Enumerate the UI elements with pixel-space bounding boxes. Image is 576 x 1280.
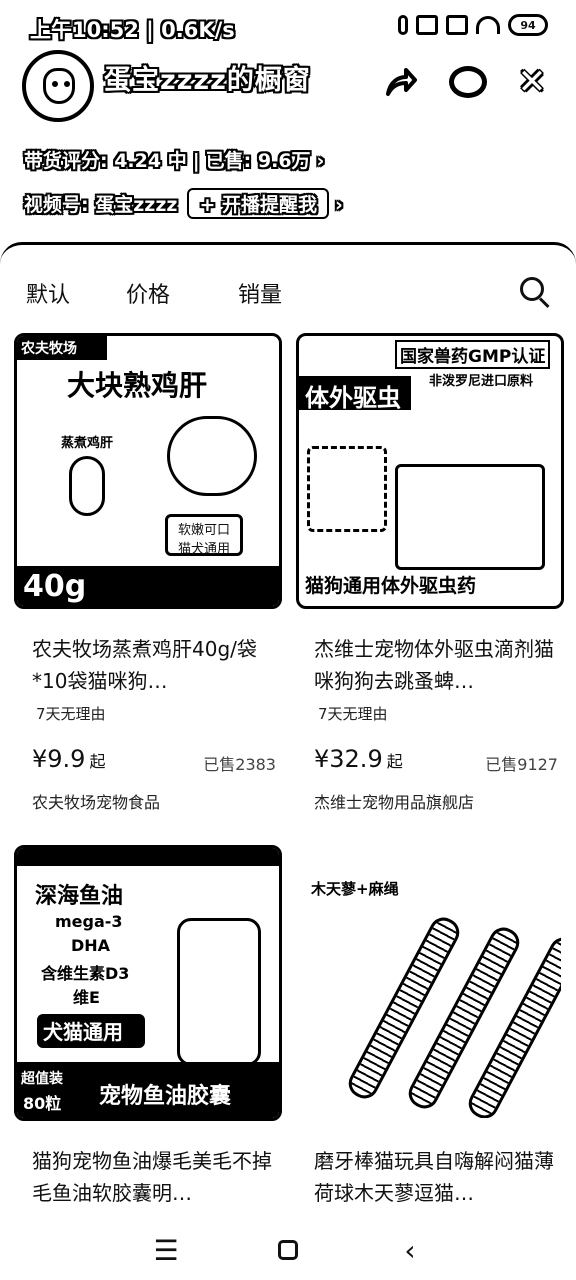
product-sold: 已售2383 — [203, 755, 276, 774]
image-title: 木天蓼+麻绳 — [311, 880, 399, 898]
signal-icon — [416, 15, 438, 35]
image-banner — [17, 848, 279, 866]
tab-price[interactable]: 价格 — [126, 283, 171, 308]
image-line2: DHA — [71, 936, 111, 955]
chat-icon — [449, 66, 487, 98]
product-card[interactable]: 木天蓼+麻绳 磨牙棒猫玩具自嗨解闷猫薄荷球木天蓼逗猫… — [296, 845, 564, 1205]
image-line1: mega-3 — [55, 912, 123, 931]
share-icon — [386, 68, 417, 96]
image-bottom-band — [17, 1062, 279, 1118]
chat-button[interactable] — [446, 60, 490, 104]
back-button[interactable]: ‹ — [390, 1230, 430, 1270]
status-time: 上午10:52 | 0.6K/s — [30, 18, 235, 42]
chevron-right-icon[interactable]: › — [335, 194, 343, 216]
product-card[interactable]: 农夫牧场 大块熟鸡肝 蒸煮鸡肝 软嫩可口 猫犬通用 40g 农夫牧场蒸煮鸡肝40… — [14, 333, 282, 823]
image-title: 深海鱼油 — [35, 884, 124, 909]
avatar-eye-right — [64, 81, 70, 87]
search-ring — [520, 277, 544, 301]
search-handle — [538, 297, 550, 309]
image-title: 体外驱虫 — [305, 384, 401, 412]
share-button[interactable] — [378, 60, 422, 104]
tab-sales[interactable]: 销量 — [238, 283, 283, 308]
image-banner-text: 国家兽药GMP认证 — [395, 340, 551, 369]
product-store[interactable]: 农夫牧场宠物食品 — [32, 793, 161, 812]
image-bottom-band — [17, 566, 279, 606]
channel-line: 视频号: 蛋宝zzzz + 开播提醒我 › — [24, 188, 343, 219]
product-price: ¥9.9 起 — [32, 745, 105, 773]
battery-icon: 94 — [508, 14, 548, 36]
product-image[interactable]: 农夫牧场 大块熟鸡肝 蒸煮鸡肝 软嫩可口 猫犬通用 40g — [14, 333, 282, 609]
image-title: 大块熟鸡肝 — [67, 369, 208, 402]
product-title[interactable]: 猫狗宠物鱼油爆毛美毛不掉毛鱼油软胶囊明… — [32, 1149, 272, 1205]
image-line4: 维E — [73, 988, 100, 1007]
home-button[interactable] — [268, 1230, 308, 1270]
image-feature-list — [307, 446, 387, 532]
close-icon: ✕ — [517, 62, 547, 102]
channel-name[interactable]: 视频号: 蛋宝zzzz — [24, 194, 178, 216]
image-pack-label: 蒸煮鸡肝 — [61, 436, 114, 451]
image-badge: 犬猫通用 — [43, 1020, 123, 1044]
image-banner-text: 农夫牧场 — [21, 341, 77, 357]
product-price: ¥32.9 起 — [314, 745, 403, 773]
live-remind-button[interactable]: + 开播提醒我 — [187, 188, 329, 219]
wifi-icon — [476, 16, 500, 34]
product-panel: 默认 价格 销量 农夫牧场 大块熟鸡肝 蒸煮鸡肝 软嫩可口 猫犬通用 40g 农… — [0, 242, 576, 1280]
status-bar: 上午10:52 | 0.6K/s 94 — [0, 8, 576, 44]
product-image[interactable]: 深海鱼油 mega-3 DHA 含维生素D3 维E 犬猫通用 超值装 80粒 宠… — [14, 845, 282, 1121]
menu-icon: ☰ — [153, 1233, 179, 1267]
product-title[interactable]: 农夫牧场蒸煮鸡肝40g/袋*10袋猫咪狗… — [32, 637, 257, 693]
price-suffix: 起 — [89, 752, 106, 771]
avatar[interactable] — [22, 50, 94, 122]
store-header: 上午10:52 | 0.6K/s 94 蛋宝zzzz的橱窗 ✕ 带货评分: — [0, 0, 576, 250]
sort-bar: 默认 价格 销量 — [0, 269, 576, 319]
close-button[interactable]: ✕ — [510, 60, 554, 104]
rating-line[interactable]: 带货评分: 4.24 中 | 已售: 9.6万 › — [24, 146, 324, 173]
bluetooth-icon — [398, 15, 408, 35]
search-icon[interactable] — [520, 277, 550, 309]
shop-row: 蛋宝zzzz的橱窗 ✕ — [22, 50, 554, 122]
separator: | — [192, 150, 200, 172]
image-count: 80粒 — [23, 1094, 62, 1113]
image-badge: 软嫩可口 猫犬通用 — [165, 514, 243, 557]
image-badge-bg — [37, 1014, 145, 1048]
product-sold: 已售9127 — [485, 755, 558, 774]
price-value: ¥9.9 — [32, 745, 86, 773]
back-icon: ‹ — [404, 1233, 416, 1267]
product-card[interactable]: 深海鱼油 mega-3 DHA 含维生素D3 维E 犬猫通用 超值装 80粒 宠… — [14, 845, 282, 1205]
avatar-eye-left — [52, 81, 58, 87]
image-bottom-text: 猫狗通用体外驱虫药 — [305, 575, 477, 597]
sold-total: 已售: 9.6万 — [205, 150, 311, 172]
product-store[interactable]: 杰维士宠物用品旗舰店 — [314, 793, 475, 812]
image-bottom-text: 40g — [23, 569, 87, 604]
product-image[interactable]: 国家兽药GMP认证 体外驱虫 非泼罗尼进口原料 猫狗通用体外驱虫药 — [296, 333, 564, 609]
image-banner — [17, 336, 107, 360]
image-food-shape — [167, 416, 257, 496]
product-card[interactable]: 国家兽药GMP认证 体外驱虫 非泼罗尼进口原料 猫狗通用体外驱虫药 杰维士宠物体… — [296, 333, 564, 823]
chevron-right-icon: › — [316, 150, 325, 172]
signal-icon-2 — [446, 15, 468, 35]
shop-name: 蛋宝zzzz的橱窗 — [104, 65, 311, 96]
image-bottom-text: 宠物鱼油胶囊 — [99, 1084, 232, 1109]
image-sub: 非泼罗尼进口原料 — [429, 374, 534, 389]
image-product-box — [395, 464, 545, 570]
price-suffix: 起 — [386, 752, 403, 771]
product-title[interactable]: 磨牙棒猫玩具自嗨解闷猫薄荷球木天蓼逗猫… — [314, 1149, 554, 1205]
product-tag: 7天无理由 — [318, 705, 388, 723]
product-tag: 7天无理由 — [36, 705, 106, 723]
image-line3: 含维生素D3 — [41, 964, 130, 983]
system-nav-bar: ☰ ‹ — [0, 1212, 576, 1280]
image-bottle — [177, 918, 261, 1066]
home-icon — [278, 1240, 298, 1260]
image-tag: 超值装 — [21, 1071, 63, 1087]
image-chicken-shape — [69, 456, 105, 516]
recent-apps-button[interactable]: ☰ — [146, 1230, 186, 1270]
price-value: ¥32.9 — [314, 745, 383, 773]
avatar-face — [43, 68, 75, 104]
status-icons: 94 — [398, 14, 548, 36]
rating-text: 带货评分: 4.24 中 — [24, 150, 187, 172]
product-image[interactable]: 木天蓼+麻绳 — [296, 845, 564, 1121]
image-banner — [299, 376, 411, 410]
product-title[interactable]: 杰维士宠物体外驱虫滴剂猫咪狗狗去跳蚤蜱… — [314, 637, 554, 693]
tab-default[interactable]: 默认 — [26, 283, 71, 308]
